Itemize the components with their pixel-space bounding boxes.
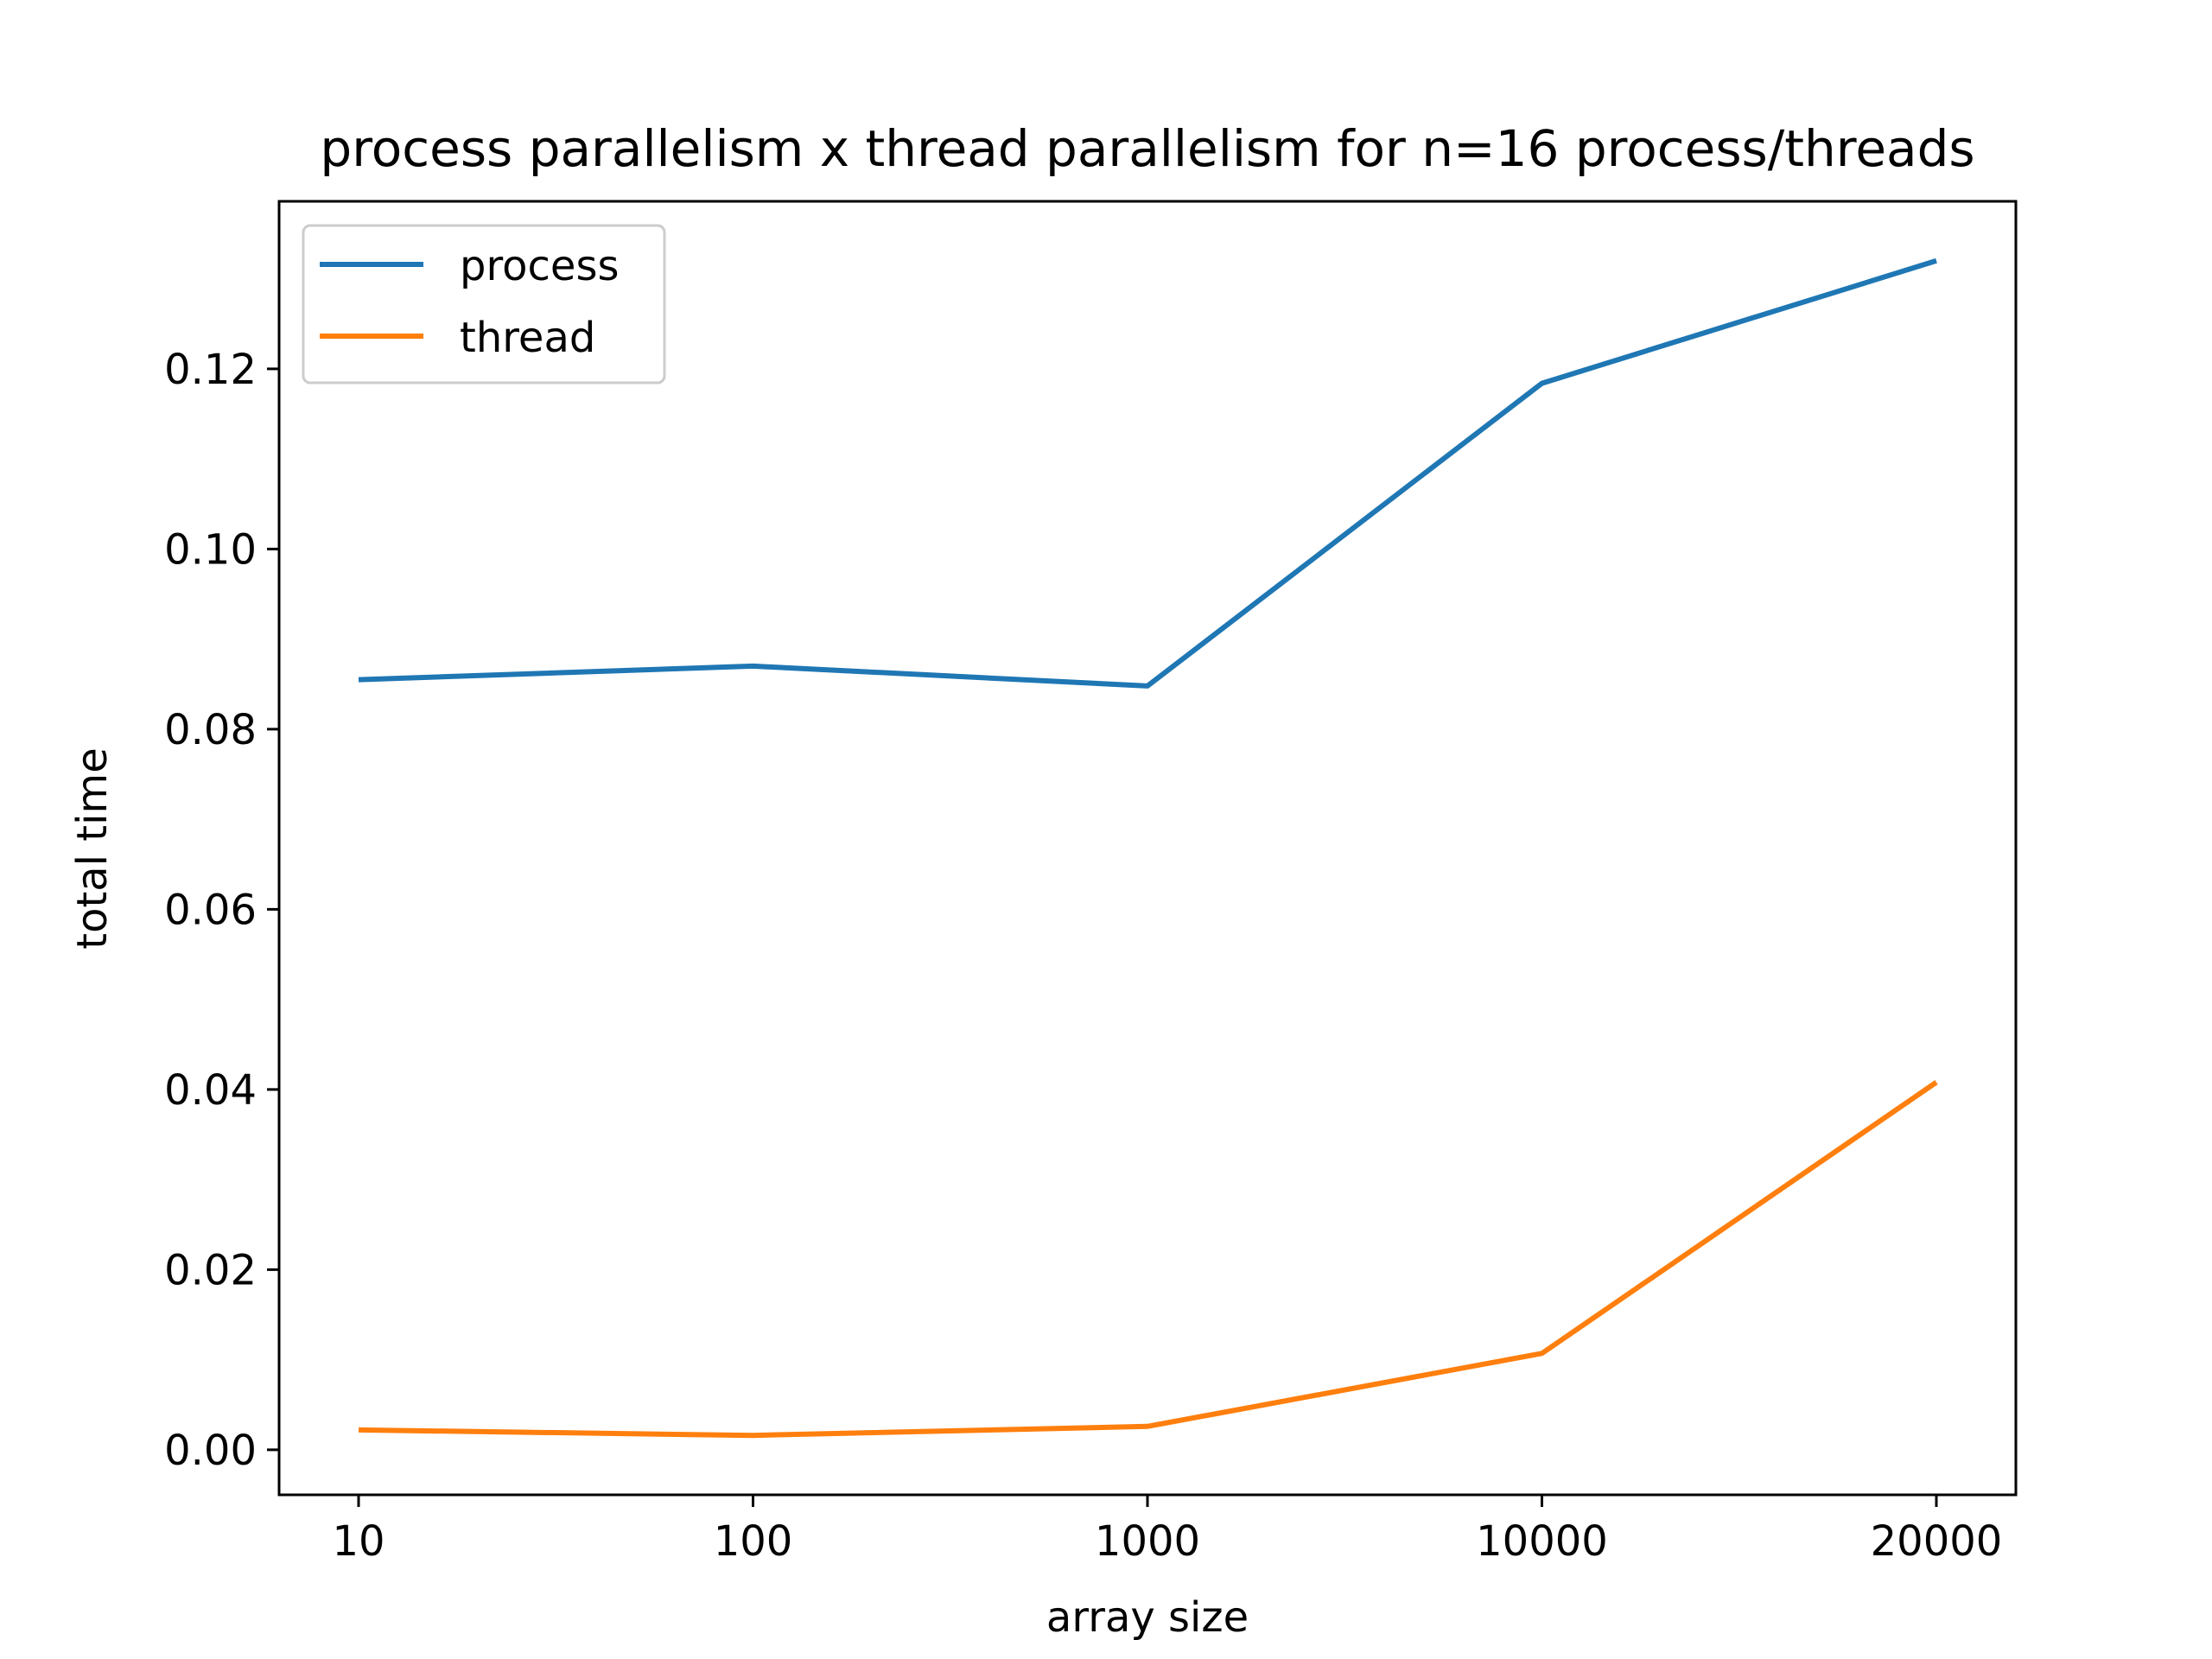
chart-title: process parallelism x thread parallelism… — [320, 119, 1974, 178]
y-tick-label: 0.10 — [164, 525, 257, 574]
y-tick-label: 0.04 — [164, 1066, 257, 1115]
legend-label-thread: thread — [460, 314, 595, 362]
x-axis-ticks: 10 100 1000 10000 20000 — [332, 1495, 2002, 1566]
x-tick-label: 10000 — [1476, 1517, 1608, 1566]
x-tick-label: 10 — [332, 1517, 385, 1566]
series-line-thread — [358, 1080, 1938, 1439]
x-tick-label: 20000 — [1871, 1517, 2003, 1566]
x-tick-label: 1000 — [1095, 1517, 1200, 1566]
series-line-process — [358, 257, 1937, 689]
y-tick-label: 0.02 — [164, 1246, 257, 1294]
y-axis-ticks: 0.00 0.02 0.04 0.06 0.08 0.10 0.12 — [164, 346, 279, 1475]
series-layer — [358, 257, 1938, 1439]
x-tick-label: 100 — [714, 1517, 793, 1566]
y-tick-label: 0.12 — [164, 346, 257, 394]
y-tick-label: 0.00 — [164, 1427, 257, 1475]
legend-label-process: process — [460, 242, 619, 290]
x-axis-label: array size — [1046, 1593, 1249, 1642]
legend: process thread — [302, 224, 666, 385]
y-axis-label: total time — [68, 747, 117, 949]
y-tick-label: 0.06 — [164, 886, 257, 934]
y-tick-label: 0.08 — [164, 706, 257, 754]
